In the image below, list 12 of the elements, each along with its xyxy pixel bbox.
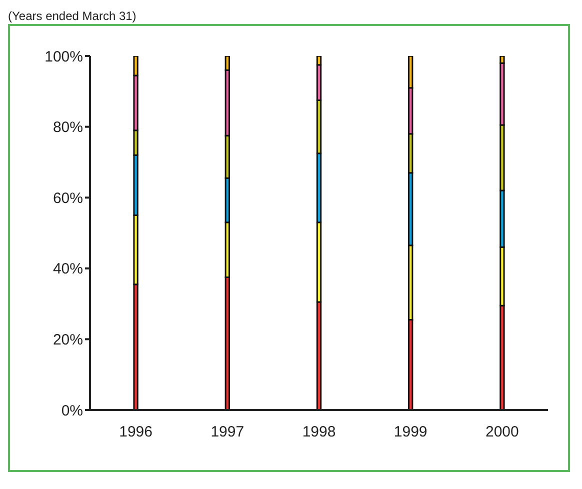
- x-tick-label: 2000: [486, 424, 519, 441]
- x-tick-label: 1997: [210, 424, 244, 441]
- y-tick-label: 0%: [61, 402, 83, 420]
- chart-subtitle: (Years ended March 31): [8, 8, 138, 24]
- x-tick-label: 1996: [119, 424, 152, 441]
- y-tick-label: 80%: [52, 119, 83, 136]
- x-tick-label: 1999: [394, 424, 428, 441]
- x-tick-label: 1998: [302, 424, 336, 441]
- y-tick-label: 100%: [44, 48, 83, 66]
- y-tick-label: 20%: [52, 332, 83, 349]
- y-tick-label: 60%: [52, 190, 83, 207]
- y-tick-label: 40%: [52, 260, 83, 278]
